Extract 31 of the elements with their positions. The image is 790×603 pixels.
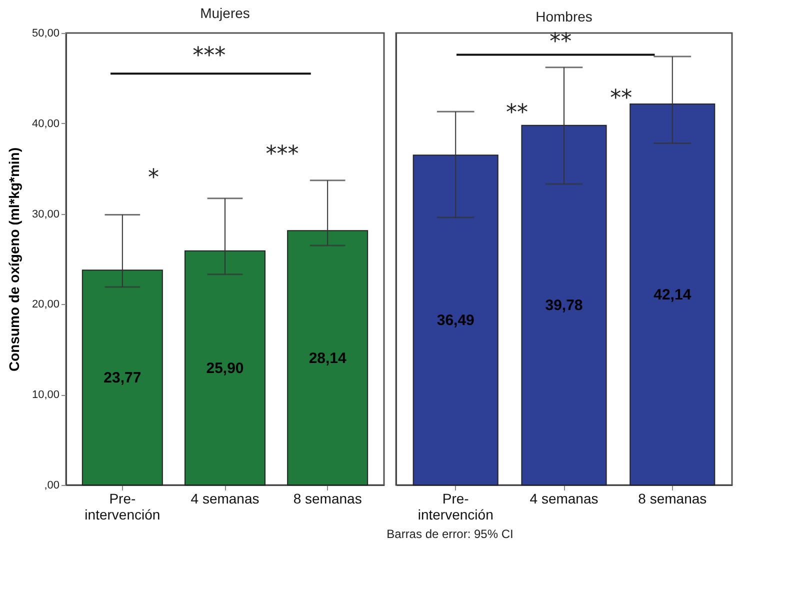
y-tick-label: 20,00: [32, 298, 60, 311]
chart-title: Mujeres: [200, 5, 250, 21]
y-tick-label: ,00: [44, 480, 60, 492]
y-tick-label: 10,00: [32, 389, 60, 402]
y-tick-label: 50,00: [32, 28, 60, 40]
data-label: 39,78: [545, 297, 583, 314]
bar: [287, 230, 368, 486]
x-tick-label: Pre-intervención: [418, 490, 494, 522]
annotation: **: [506, 100, 528, 126]
x-tick-label: 8 semanas: [638, 490, 707, 506]
annotation: *: [148, 166, 159, 191]
chart-title: Hombres: [536, 8, 592, 24]
bar: [184, 250, 266, 486]
annotation: ***: [266, 142, 299, 168]
y-axis-title: Consumo de oxígeno (ml*kg*min): [6, 147, 22, 372]
y-tick-label: 40,00: [32, 118, 60, 130]
x-tick-label: 8 semanas: [293, 490, 362, 506]
data-label: 42,14: [654, 286, 692, 304]
data-label: 25,90: [206, 360, 244, 377]
x-tick-label: 4 semanas: [530, 490, 598, 506]
bar: [82, 270, 163, 486]
data-label: 23,77: [104, 370, 142, 387]
data-label: 28,14: [308, 350, 347, 367]
annotation: **: [550, 29, 572, 54]
text: Barras de error: 95% CI: [386, 527, 514, 541]
annotation: ***: [192, 44, 226, 69]
x-tick-label: Pre-intervención: [84, 490, 160, 522]
y-tick-label: 30,00: [32, 208, 60, 220]
annotation: **: [610, 86, 632, 112]
x-tick-label: 4 semanas: [190, 490, 260, 506]
data-label: 36,49: [436, 312, 474, 330]
